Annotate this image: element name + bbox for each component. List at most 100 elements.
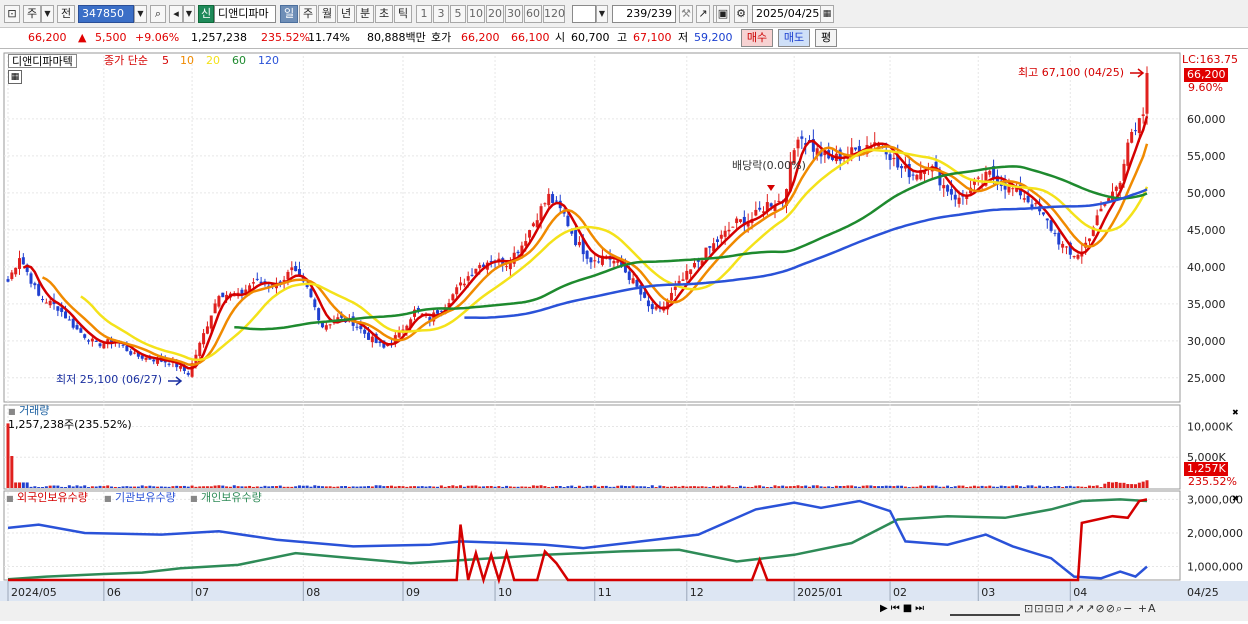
volume-bar [436, 486, 440, 488]
volume-bar [363, 486, 367, 488]
interval-button-5[interactable]: 5 [450, 5, 466, 23]
gear-icon[interactable]: ⚙ [734, 5, 748, 23]
volume-bar [946, 485, 950, 488]
candle-body [746, 221, 750, 227]
stock-name-label[interactable]: 디앤디파마텍 [8, 54, 77, 68]
volume-bar [1091, 485, 1095, 488]
bid-label: 호가 [431, 31, 452, 44]
zoom-tool-icons[interactable]: ⊡⊡⊡⊡↗↗↗⊘⊘⌕− +A [1024, 602, 1157, 615]
period-tab-4[interactable]: 분 [356, 5, 374, 23]
volume-bar [171, 486, 175, 488]
ma-legend-120[interactable]: 120 [258, 54, 279, 67]
holding-legend-1[interactable]: ■ 기관보유수량 [104, 491, 176, 504]
interval-button-3[interactable]: 3 [433, 5, 449, 23]
volume-bar [616, 485, 620, 488]
candle-body [581, 238, 585, 255]
holding-legend-0[interactable]: ■ 외국인보유수량 [6, 491, 88, 504]
scroll-slider[interactable] [950, 602, 1020, 616]
date-input[interactable]: 2025/04/25 [752, 5, 822, 23]
candle-body [255, 278, 259, 280]
volume-bar [658, 485, 662, 488]
volume-bar [815, 485, 819, 488]
candle-body [1114, 186, 1118, 191]
window-icon[interactable]: ⊡ [4, 5, 20, 23]
speaker-dropdown-icon[interactable]: ▼ [183, 5, 195, 23]
holding-legend-2[interactable]: ■ 개인보유수량 [190, 491, 262, 504]
bid-price-2: 66,100 [511, 31, 550, 44]
candle-body [738, 219, 742, 222]
count-display[interactable]: 239/239 [612, 5, 676, 23]
bottom-bar [0, 601, 1248, 621]
candle-body [1103, 203, 1107, 206]
volume-bar [267, 486, 271, 488]
volume-bar [501, 486, 505, 488]
volume-bar [1087, 485, 1091, 488]
interval-button-1[interactable]: 1 [416, 5, 432, 23]
candle-body [965, 195, 969, 199]
volume-bar [723, 486, 727, 488]
scroll-controls[interactable]: ▶⏮■⏭ [880, 603, 928, 614]
buy-button[interactable]: 매수 [741, 29, 773, 47]
ma-legend-20[interactable]: 20 [206, 54, 220, 67]
search-icon[interactable]: ⌕ [150, 5, 166, 23]
candle-body [140, 355, 144, 359]
volume-tag-pct: 235.52% [1188, 475, 1237, 488]
candle-body [792, 150, 796, 164]
candle-body [758, 207, 762, 210]
volume-bar [221, 485, 225, 488]
x-last-label: 04/25 [1187, 586, 1219, 599]
period-tab-6[interactable]: 틱 [394, 5, 412, 23]
holding-close-icon[interactable]: ✖ [1232, 494, 1239, 503]
chart-area[interactable]: 25,000 30,000 35,000 40,000 45,000 50,000 55,0… [0, 50, 1248, 621]
interval-button-10[interactable]: 10 [467, 5, 485, 23]
save-icon[interactable]: ▣ [716, 5, 730, 23]
period-tab-1[interactable]: 주 [299, 5, 317, 23]
volume-bar [888, 485, 892, 488]
chart-svg[interactable]: 25,00030,00035,00040,00045,00050,00055,0… [0, 50, 1248, 621]
ma-legend-60[interactable]: 60 [232, 54, 246, 67]
volume-bar [861, 485, 865, 488]
market-select[interactable]: 주 [23, 5, 41, 23]
draw-icon[interactable]: ↗ [696, 5, 710, 23]
period-tab-3[interactable]: 년 [337, 5, 355, 23]
speaker-icon[interactable]: ◂ [169, 5, 183, 23]
candle-body [217, 296, 221, 307]
interval-input[interactable] [572, 5, 596, 23]
tool-icon[interactable]: ⚒ [679, 5, 693, 23]
interval-dropdown-icon[interactable]: ▼ [596, 5, 608, 23]
interval-button-60[interactable]: 60 [524, 5, 542, 23]
candle-body [535, 220, 539, 228]
interval-button-20[interactable]: 20 [486, 5, 504, 23]
ma-legend-10[interactable]: 10 [180, 54, 194, 67]
period-tab-5[interactable]: 초 [375, 5, 393, 23]
volume-bar [735, 487, 739, 488]
candle-body [712, 243, 716, 252]
prev-button[interactable]: 전 [57, 5, 75, 23]
eval-button[interactable]: 평 [815, 29, 837, 47]
volume-bar [1114, 481, 1118, 488]
interval-button-30[interactable]: 30 [505, 5, 523, 23]
stock-code-input[interactable]: 347850 [78, 5, 134, 23]
volume-bar [305, 485, 309, 488]
volume-close-icon[interactable]: ✖ [1232, 408, 1239, 417]
volume-bar [742, 486, 746, 488]
volume-bar [846, 485, 850, 488]
calendar-icon[interactable]: ▦ [820, 5, 834, 23]
market-dropdown-icon[interactable]: ▼ [41, 5, 54, 23]
candle-body [1137, 118, 1141, 133]
volume-bar [466, 485, 470, 488]
volume-bar [462, 486, 466, 488]
grid-toggle-icon[interactable]: ▦ [8, 70, 22, 84]
ma-legend-5[interactable]: 5 [162, 54, 169, 67]
sell-button[interactable]: 매도 [778, 29, 810, 47]
code-dropdown-icon[interactable]: ▼ [134, 5, 147, 23]
volume-bar [259, 486, 263, 488]
period-tab-0[interactable]: 일 [280, 5, 298, 23]
period-tab-2[interactable]: 월 [318, 5, 336, 23]
candle-body [769, 203, 773, 207]
interval-button-120[interactable]: 120 [543, 5, 565, 23]
volume-bar [965, 486, 969, 488]
ma-title: 종가 단순 [104, 54, 148, 67]
candle-body [854, 147, 858, 150]
candle-body [1095, 215, 1099, 226]
